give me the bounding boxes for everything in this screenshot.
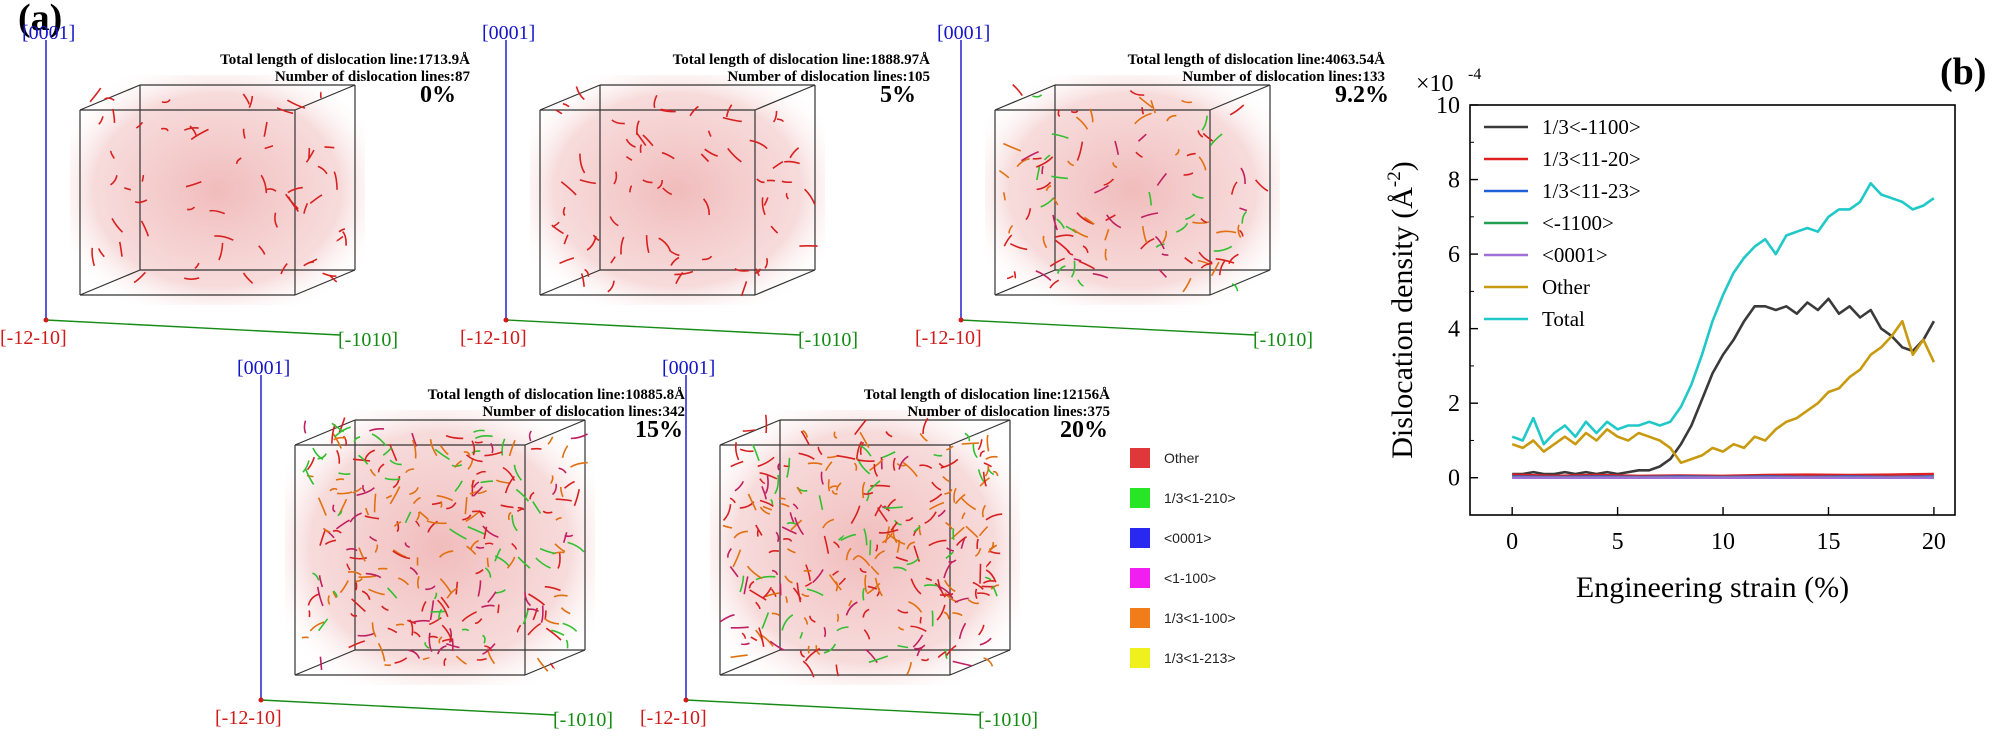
legend-label-5: Other bbox=[1542, 275, 1590, 299]
x-axis-label: Engineering strain (%) bbox=[1576, 571, 1849, 604]
x-tick-label: 20 bbox=[1922, 529, 1946, 555]
y-axis-label: Dislocation density (Å-2) bbox=[1384, 161, 1419, 458]
y-multiplier-exp: -4 bbox=[1468, 66, 1481, 83]
y-tick-label: 0 bbox=[1448, 466, 1460, 492]
legend-label-0: 1/3<-1100> bbox=[1542, 115, 1641, 139]
y-tick-label: 6 bbox=[1448, 242, 1460, 268]
y-tick-label: 4 bbox=[1448, 317, 1460, 343]
series-line-5 bbox=[1512, 321, 1934, 463]
y-tick-label: 8 bbox=[1448, 168, 1460, 194]
y-tick-label: 2 bbox=[1448, 391, 1460, 417]
x-tick-label: 0 bbox=[1506, 529, 1518, 555]
legend-label-6: Total bbox=[1542, 307, 1585, 331]
legend-label-4: <0001> bbox=[1542, 243, 1608, 267]
y-multiplier: ×10 bbox=[1416, 71, 1454, 97]
x-tick-label: 10 bbox=[1711, 529, 1735, 555]
x-tick-label: 5 bbox=[1612, 529, 1624, 555]
legend-label-2: 1/3<11-23> bbox=[1542, 179, 1641, 203]
x-tick-label: 15 bbox=[1816, 529, 1840, 555]
legend-label-3: <-1100> bbox=[1542, 211, 1614, 235]
legend-label-1: 1/3<11-20> bbox=[1542, 147, 1641, 171]
